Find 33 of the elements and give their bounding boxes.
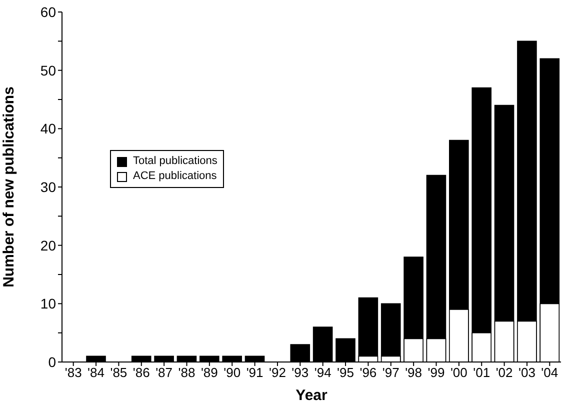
y-tick-label: 40 (40, 120, 56, 137)
x-tick-label: '98 (405, 365, 422, 380)
x-tick-label: '90 (224, 365, 241, 380)
x-tick-label: '88 (178, 365, 196, 380)
x-tick-label: '96 (360, 365, 377, 380)
x-tick-label: '01 (473, 365, 490, 380)
x-tick-label: '95 (337, 365, 354, 380)
x-tick-label: '92 (269, 365, 286, 380)
x-tick-label: '93 (292, 365, 309, 380)
x-tick-label: '03 (518, 365, 536, 380)
y-tick-label: 50 (40, 62, 56, 78)
x-tick-label: '97 (382, 365, 400, 380)
y-tick-label: 10 (40, 296, 56, 312)
legend-label: Total publications (133, 154, 218, 169)
x-axis-title: Year (296, 387, 328, 404)
y-tick-label: 0 (48, 354, 56, 370)
x-tick-label: '87 (156, 365, 173, 380)
x-tick-label: '00 (450, 365, 468, 380)
legend-label: ACE publications (133, 169, 217, 184)
x-tick-label: '89 (200, 365, 218, 380)
x-tick-label: '86 (132, 365, 150, 380)
y-tick-label: 20 (40, 237, 56, 254)
x-tick-label: '84 (88, 365, 104, 380)
x-tick-label: '02 (496, 365, 513, 380)
x-tick-label: '04 (541, 365, 558, 380)
x-tick-label: '83 (64, 365, 82, 380)
y-axis-title: Number of new publications (0, 86, 18, 288)
y-tick-label: 30 (40, 178, 56, 195)
x-tick-label: '85 (110, 365, 128, 380)
x-tick-label: '94 (314, 365, 332, 380)
x-tick-label: '91 (246, 365, 264, 380)
y-tick-label: 60 (40, 4, 56, 20)
x-tick-label: '99 (428, 365, 445, 380)
